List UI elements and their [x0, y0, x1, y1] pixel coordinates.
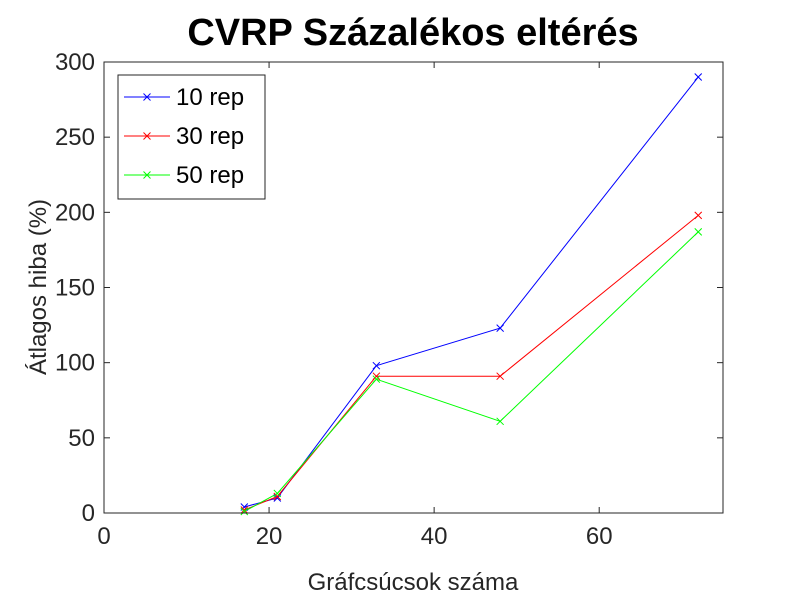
- data-point-marker: [372, 361, 381, 370]
- data-point-marker: [694, 228, 703, 236]
- legend-box: [117, 74, 266, 200]
- legend-label-1: 10 rep: [176, 84, 244, 111]
- legend-marker-3: [143, 171, 151, 179]
- legend-label-3: 50 rep: [176, 162, 244, 189]
- y-tick-label: 50: [68, 425, 95, 452]
- data-point-marker: [273, 489, 282, 498]
- legend: 10 rep 30 rep 50 rep: [117, 74, 266, 200]
- y-tick-label: 250: [55, 124, 95, 151]
- data-point-marker: [694, 73, 703, 81]
- y-axis-label: Átlagos hiba (%): [25, 199, 52, 375]
- y-tick-label: 200: [55, 199, 95, 226]
- legend-marker-2: [143, 132, 151, 140]
- y-tick-label: 0: [82, 500, 95, 527]
- data-point-marker: [496, 372, 505, 381]
- data-point-marker: [240, 507, 249, 516]
- x-tick-label: 0: [97, 523, 110, 550]
- data-point-marker: [372, 375, 381, 384]
- data-point-marker: [372, 372, 381, 381]
- data-point-marker: [496, 324, 505, 332]
- y-tick-label: 100: [55, 350, 95, 377]
- x-tick-label: 60: [586, 523, 613, 550]
- legend-marker-1: [143, 93, 151, 101]
- x-axis-label: Gráfcsúcsok száma: [308, 569, 519, 596]
- data-point-marker: [240, 506, 249, 514]
- x-tick-label: 20: [256, 523, 283, 550]
- x-tick-label: 40: [421, 523, 448, 550]
- y-tick-label: 300: [55, 49, 95, 76]
- y-tick-label: 150: [55, 275, 95, 302]
- chart-title: CVRP Százalékos eltérés: [187, 12, 638, 54]
- data-point-marker: [496, 417, 505, 426]
- legend-label-2: 30 rep: [176, 123, 244, 150]
- data-point-marker: [273, 492, 282, 501]
- data-point-marker: [694, 211, 703, 220]
